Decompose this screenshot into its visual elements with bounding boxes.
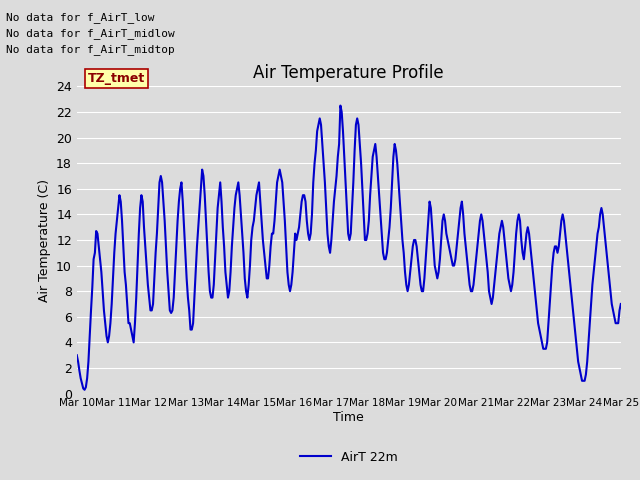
AirT 22m <box>78 381 86 386</box>
Text: No data for f_AirT_midtop: No data for f_AirT_midtop <box>6 44 175 55</box>
Text: TZ_tmet: TZ_tmet <box>88 72 145 85</box>
AirT 22m <box>268 231 276 237</box>
Text: No data for f_AirT_low: No data for f_AirT_low <box>6 12 155 23</box>
AirT 22m <box>476 218 484 224</box>
Title: Air Temperature Profile: Air Temperature Profile <box>253 64 444 82</box>
Text: No data for f_AirT_midlow: No data for f_AirT_midlow <box>6 28 175 39</box>
AirT 22m <box>617 301 625 307</box>
Line: AirT 22m: AirT 22m <box>77 106 621 390</box>
AirT 22m <box>73 352 81 358</box>
Legend: AirT 22m: AirT 22m <box>295 446 403 469</box>
AirT 22m <box>81 387 88 393</box>
AirT 22m <box>286 288 294 294</box>
AirT 22m <box>330 199 338 204</box>
AirT 22m <box>337 103 344 108</box>
Y-axis label: Air Temperature (C): Air Temperature (C) <box>38 179 51 301</box>
AirT 22m <box>409 243 417 249</box>
X-axis label: Time: Time <box>333 411 364 424</box>
